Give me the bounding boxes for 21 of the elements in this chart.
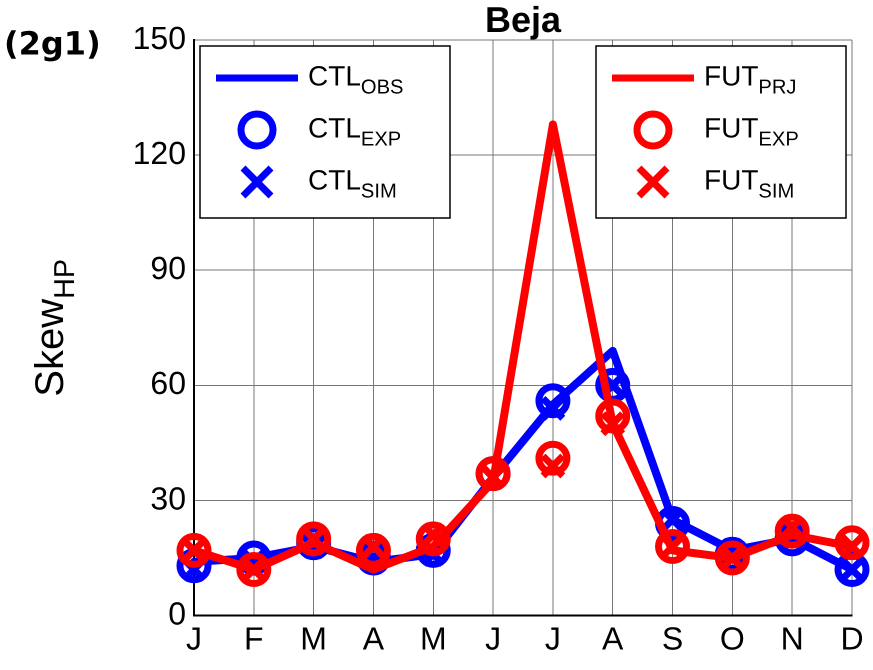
x-tick-label: M [300,620,327,657]
x-tick-label: D [840,620,864,657]
text: (2g1) [4,24,101,62]
y-axis-title: SkewHP [28,258,81,397]
chart-title: Beja [484,0,562,40]
x-tick-label: J [544,620,561,657]
y-tick-label: 120 [132,134,186,171]
x-tick-label: A [602,620,624,657]
y-tick-label: 150 [132,20,186,56]
x-tick-label: A [362,620,385,657]
x-tick-label: N [780,620,804,657]
y-tick-label: 30 [150,480,186,516]
x-tick-label: M [420,620,447,657]
x-tick-label: J [186,620,202,657]
y-tick-label: 0 [168,595,186,632]
y-tick-label: 90 [150,250,186,286]
x-tick-label: S [662,620,684,657]
y-tick-label: 60 [150,365,186,402]
x-tick-label: F [244,620,264,657]
x-tick-label: O [720,620,745,657]
x-tick-label: J [485,620,502,657]
